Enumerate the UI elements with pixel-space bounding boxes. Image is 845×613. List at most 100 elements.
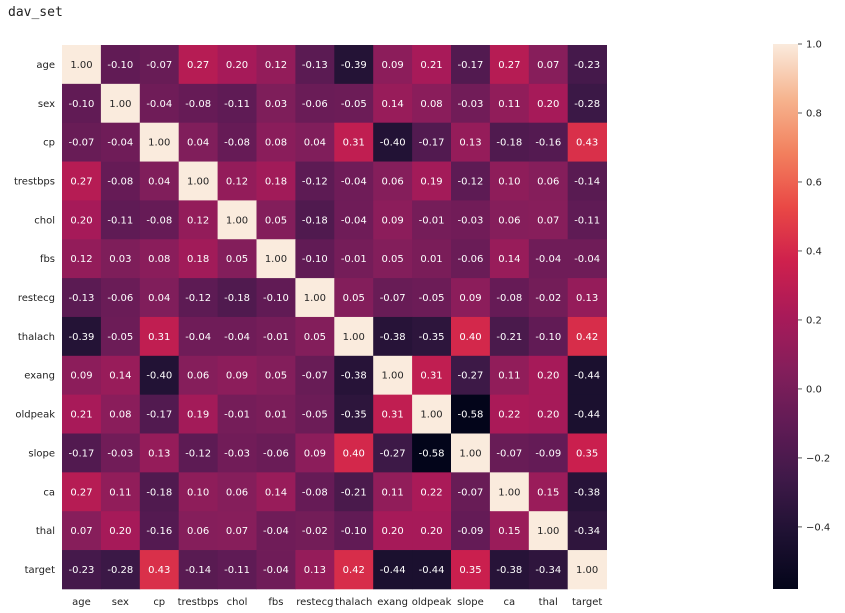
cell-annotation: 0.35: [576, 448, 598, 459]
heatmap-cell: [256, 45, 296, 85]
heatmap-cell: [528, 394, 569, 434]
heatmap-cell: [334, 278, 374, 318]
heatmap-cell: [528, 122, 569, 162]
heatmap-cell: [62, 316, 102, 357]
cell-annotation: -0.13: [69, 293, 95, 304]
heatmap-cell: [256, 239, 296, 279]
cell-annotation: 0.20: [420, 526, 442, 537]
heatmap-cell: [451, 316, 491, 357]
cell-annotation: 0.05: [304, 332, 326, 343]
y-tick-label: sex: [38, 99, 55, 110]
heatmap-cell: [178, 83, 218, 124]
heatmap-cell: [100, 200, 141, 240]
heatmap-cell: [451, 511, 491, 551]
x-tick-label: exang: [377, 597, 408, 608]
cell-annotation: -0.07: [69, 138, 95, 149]
cell-annotation: 0.20: [226, 60, 248, 71]
cell-annotation: -0.11: [224, 565, 250, 576]
cell-annotation: 1.00: [343, 332, 365, 343]
y-tick-label: exang: [24, 371, 55, 382]
cell-annotation: -0.12: [185, 448, 211, 459]
cell-annotation: 0.05: [265, 215, 287, 226]
cell-annotation: -0.05: [107, 332, 133, 343]
heatmap-cell: [295, 239, 335, 279]
heatmap-cell: [373, 550, 413, 590]
heatmap-cell: [489, 45, 530, 85]
heatmap-cell: [412, 316, 452, 357]
cell-annotation: 0.06: [226, 487, 248, 498]
cell-annotation: 1.00: [420, 410, 442, 421]
heatmap-cell: [567, 394, 607, 434]
heatmap-cell: [217, 355, 257, 396]
heatmap-cell: [489, 278, 530, 318]
cell-annotation: -0.03: [458, 215, 484, 226]
cell-annotation: 1.00: [265, 254, 287, 265]
heatmap-cell: [295, 472, 335, 512]
cell-annotation: 0.09: [459, 293, 481, 304]
heatmap-cell: [217, 472, 257, 512]
y-tick-label: thalach: [18, 332, 55, 343]
cell-annotation: 0.18: [265, 176, 287, 187]
heatmap-cell: [412, 355, 452, 396]
heatmap-cell: [139, 278, 180, 318]
cell-annotation: -0.01: [224, 410, 250, 421]
colorbar-tick-label: 0.6: [806, 177, 822, 188]
cell-annotation: 0.13: [576, 293, 598, 304]
heatmap-cell: [295, 122, 335, 162]
cell-annotation: 0.01: [265, 410, 287, 421]
heatmap-cell: [373, 83, 413, 124]
cell-annotation: -0.44: [574, 410, 600, 421]
heatmap-cell: [178, 394, 218, 434]
heatmap-cell: [567, 122, 607, 162]
cell-annotation: -0.16: [535, 138, 561, 149]
cell-annotation: 1.00: [304, 293, 326, 304]
x-tick-labels: age sex cp trestbps chol fbs restecg thalach exa…: [72, 597, 602, 608]
cell-annotation: 0.11: [498, 371, 520, 382]
heatmap-cell: [334, 161, 374, 201]
cell-annotation: 0.13: [459, 138, 481, 149]
heatmap-cell: [178, 122, 218, 162]
heatmap-cell: [139, 122, 180, 162]
heatmap-cell: [334, 433, 374, 473]
heatmap-cell: [100, 472, 141, 512]
heatmap-cell: [373, 278, 413, 318]
heatmap-cell: [412, 472, 452, 512]
heatmap-cell: [373, 316, 413, 357]
heatmap-cell: [373, 239, 413, 279]
y-tick-labels: age sex cp trestbps chol fbs restecg thalach exa…: [14, 60, 55, 576]
heatmap-cell: [256, 355, 296, 396]
cell-annotation: -0.12: [458, 176, 484, 187]
heatmap-cell: [178, 355, 218, 396]
heatmap-cell: [295, 394, 335, 434]
colorbar-tick-label: 0.2: [806, 315, 822, 326]
cell-annotation: -0.05: [419, 293, 445, 304]
colorbar-gradient: [773, 44, 798, 589]
heatmap-cell: [412, 45, 452, 85]
heatmap-cell: [412, 239, 452, 279]
heatmap-cell: [451, 239, 491, 279]
cell-annotation: -0.04: [185, 332, 211, 343]
heatmap-cell: [334, 239, 374, 279]
cell-annotation: -0.27: [380, 448, 406, 459]
heatmap-cell: [334, 45, 374, 85]
heatmap-cell: [451, 83, 491, 124]
cell-annotation: -0.14: [185, 565, 211, 576]
x-tick-label: target: [572, 597, 602, 608]
cell-annotation: -0.27: [458, 371, 484, 382]
cell-annotation: -0.08: [496, 293, 522, 304]
cell-annotation: 1.00: [70, 60, 92, 71]
cell-annotation: 1.00: [498, 487, 520, 498]
cell-annotation: -0.03: [224, 448, 250, 459]
cell-annotation: -0.35: [419, 332, 445, 343]
cell-annotation: -0.11: [574, 215, 600, 226]
cell-annotation: 0.01: [420, 254, 442, 265]
cell-annotation: 0.09: [382, 60, 404, 71]
heatmap-cell: [62, 433, 102, 473]
heatmap-cell: [528, 200, 569, 240]
heatmap-cell: [256, 511, 296, 551]
cell-annotation: -0.12: [185, 293, 211, 304]
heatmap-cell: [412, 122, 452, 162]
cell-annotation: -0.04: [341, 176, 367, 187]
heatmap-cell: [100, 316, 141, 357]
cell-annotation: 0.35: [459, 565, 481, 576]
